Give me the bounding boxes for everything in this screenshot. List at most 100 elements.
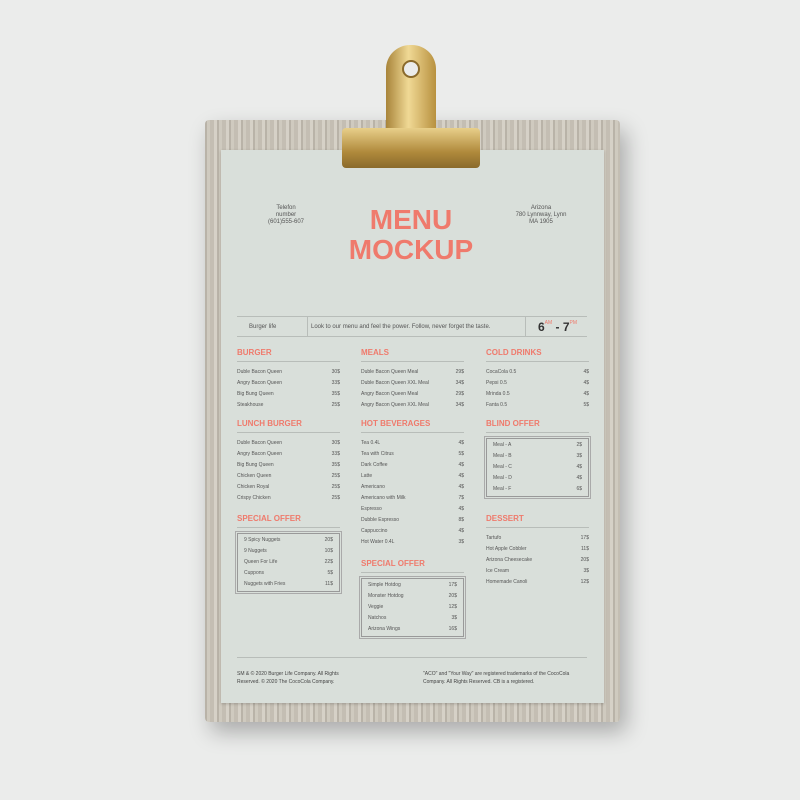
item-name: Cappuccino	[361, 528, 388, 534]
item-name: Veggie	[368, 604, 384, 610]
item-price: 20$	[580, 557, 589, 563]
menu-item: Fanta 0.5 5$	[486, 400, 589, 411]
section-title: HOT BEVERAGES	[361, 419, 464, 433]
item-price: 33$	[331, 380, 340, 386]
menu-item: Veggie 12$	[368, 602, 457, 613]
item-name: Big Bung Queen	[237, 391, 274, 397]
item-name: Angry Bacon Queen	[237, 451, 283, 457]
item-price: 4$	[458, 506, 464, 512]
item-price: 35$	[331, 462, 340, 468]
item-list: CocaCola 0.5 4$ Pepsi 0.5 4$ Mrinda 0.5 4$ Fan…	[486, 367, 589, 411]
item-name: Meal - F	[493, 486, 512, 492]
item-price: 4$	[583, 369, 589, 375]
item-price: 2$	[576, 442, 582, 448]
menu-item: Natchos 3$	[368, 613, 457, 624]
menu-item: Hot Water 0.4L 3$	[361, 537, 464, 548]
item-price: 25$	[331, 402, 340, 408]
menu-item: Americano with Milk 7$	[361, 493, 464, 504]
brand-name: Burger life	[249, 324, 277, 330]
menu-item: Angry Bacon Queen 33$	[237, 449, 340, 460]
menu-item: Mrinda 0.5 4$	[486, 389, 589, 400]
item-price: 4$	[458, 528, 464, 534]
item-name: Natchos	[368, 615, 387, 621]
item-price: 4$	[583, 391, 589, 397]
item-price: 34$	[455, 380, 464, 386]
item-price: 5$	[327, 570, 333, 576]
menu-item: Tea with Citrus 5$	[361, 449, 464, 460]
item-list: Duble Bacon Queen 30$ Angry Bacon Queen 33$…	[237, 367, 340, 411]
item-price: 6$	[576, 486, 582, 492]
item-name: Meal - C	[493, 464, 512, 470]
menu-item: Cuppons 5$	[244, 568, 333, 579]
item-price: 20$	[448, 593, 457, 599]
menu-item: Angry Bacon Queen 33$	[237, 378, 340, 389]
menu-item: Hot Apple Cobbler 11$	[486, 544, 589, 555]
address-line-3: MA 1905	[529, 219, 553, 225]
item-price: 29$	[455, 391, 464, 397]
item-name: Meal - A	[493, 442, 512, 448]
item-price: 30$	[331, 440, 340, 446]
item-price: 5$	[458, 451, 464, 457]
menu-paper: Telefon number (601)555-607 MENU MOCKUP …	[221, 150, 604, 703]
item-name: Dark Coffee	[361, 462, 388, 468]
menu-item: Chicken Queen 25$	[237, 471, 340, 482]
item-name: Mrinda 0.5	[486, 391, 510, 397]
menu-item: Cappuccino 4$	[361, 526, 464, 537]
item-name: Fanta 0.5	[486, 402, 508, 408]
address-line-1: Arizona	[530, 205, 552, 211]
item-price: 11$	[325, 581, 333, 587]
item-price: 10$	[324, 548, 333, 554]
item-list: Tartufo 17$ Hot Apple Cobbler 11$ Arizona Ch…	[486, 533, 589, 588]
item-price: 4$	[583, 380, 589, 386]
item-name: 9 Nuggets	[244, 548, 267, 554]
menu-title: MENU MOCKUP	[311, 205, 511, 265]
item-name: Steakhouse	[237, 402, 264, 408]
item-name: Homemade Canoli	[486, 579, 528, 585]
item-price: 25$	[331, 484, 340, 490]
item-name: Arizona Wings	[368, 626, 401, 632]
binder-clip	[342, 128, 480, 168]
menu-item: Espresso 4$	[361, 504, 464, 515]
tagline: Look to our menu and feel the power. Fol…	[311, 324, 491, 330]
item-name: Hot Apple Cobbler	[486, 546, 527, 552]
menu-item: Meal - D 4$	[493, 473, 582, 484]
menu-item: Angry Bacon Queen XXL Meal 34$	[361, 400, 464, 411]
item-price: 4$	[458, 473, 464, 479]
item-price: 4$	[576, 475, 582, 481]
item-name: Simple Hotdog	[368, 582, 401, 588]
item-list: Simple Hotdog 17$ Monster Hotdog 20$ Veggie 1…	[359, 576, 466, 639]
item-name: Monster Hotdog	[368, 593, 404, 599]
menu-section: COLD DRINKS CocaCola 0.5 4$ Pepsi 0.5 4$ Mrin…	[486, 348, 589, 411]
item-price: 7$	[458, 495, 464, 501]
menu-item: Big Bung Queen 35$	[237, 460, 340, 471]
menu-item: Duble Bacon Queen 30$	[237, 438, 340, 449]
menu-item: Homemade Canoli 12$	[486, 577, 589, 588]
item-price: 30$	[331, 369, 340, 375]
item-price: 3$	[576, 453, 582, 459]
menu-section: SPECIAL OFFER Simple Hotdog 17$ Monster Hot…	[359, 559, 466, 639]
item-name: Cuppons	[244, 570, 265, 576]
title-line-2: MOCKUP	[348, 234, 474, 265]
menu-item: 9 Nuggets 10$	[244, 546, 333, 557]
menu-item: Nuggets with Fries 11$	[244, 579, 333, 590]
item-name: Latte	[361, 473, 373, 479]
menu-section: LUNCH BURGER Duble Bacon Queen 30$ Angry Ba…	[237, 419, 340, 504]
item-name: Chicken Queen	[237, 473, 272, 479]
item-name: Nuggets with Fries	[244, 581, 286, 587]
item-name: Angry Bacon Queen XXL Meal	[361, 402, 429, 408]
menu-item: Arizona Wings 16$	[368, 624, 457, 635]
section-title: MEALS	[361, 348, 464, 362]
menu-item: Dubble Espresso 8$	[361, 515, 464, 526]
menu-item: Americano 4$	[361, 482, 464, 493]
item-price: 3$	[451, 615, 457, 621]
item-price: 3$	[458, 539, 464, 545]
menu-item: Meal - B 3$	[493, 451, 582, 462]
menu-item: Dark Coffee 4$	[361, 460, 464, 471]
item-name: Americano with Milk	[361, 495, 406, 501]
item-price: 29$	[455, 369, 464, 375]
phone-number: (601)555-607	[267, 219, 305, 225]
section-title: BURGER	[237, 348, 340, 362]
item-list: Duble Bacon Queen 30$ Angry Bacon Queen 33$…	[237, 438, 340, 504]
item-name: Dubble Espresso	[361, 517, 400, 523]
menu-item: Ice Cream 3$	[486, 566, 589, 577]
